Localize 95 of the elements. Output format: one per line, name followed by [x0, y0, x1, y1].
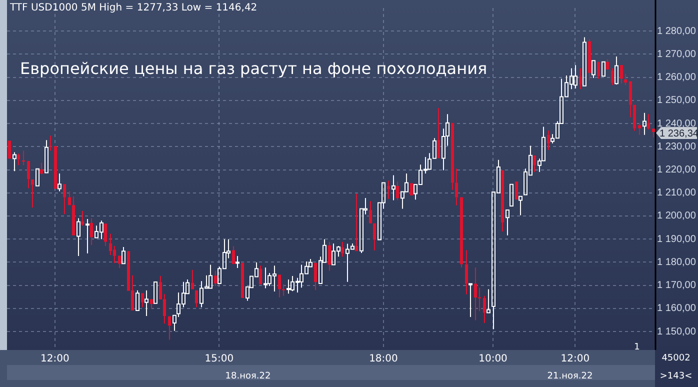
- candlestick: [49, 135, 52, 152]
- candlestick: [104, 224, 107, 247]
- text: >143<: [660, 371, 692, 382]
- candlestick: [76, 218, 80, 256]
- y-tick-label: 1 270,00: [657, 48, 696, 60]
- candlestick: [624, 73, 627, 86]
- candlestick: [63, 184, 66, 215]
- candlestick: [58, 172, 62, 192]
- text: Европейские цены на газ растут на фоне похолодания: [20, 59, 488, 78]
- y-tick-label: 1 230,00: [657, 141, 696, 152]
- y-tick-label: 1 200,00: [657, 210, 696, 222]
- candlestick: [478, 287, 481, 312]
- x-tick-label: 10:00: [478, 354, 508, 365]
- candlestick: [547, 130, 550, 150]
- candlestick: [341, 241, 344, 258]
- y-tick-label: 1 210,00: [657, 188, 696, 199]
- candlestick: [113, 246, 116, 264]
- candlestick: [214, 270, 217, 286]
- x-tick-label: 18:00: [369, 354, 398, 365]
- candlestick: [282, 284, 285, 296]
- candlestick: [647, 114, 650, 130]
- candlestick: [355, 193, 358, 252]
- y-tick-label: 1 220,00: [657, 164, 696, 176]
- x-tick-label: 12:00: [40, 354, 70, 365]
- candlestick: [118, 256, 121, 268]
- candlestick: [460, 197, 463, 268]
- candlestick: [506, 209, 510, 236]
- y-tick-label: 1 170,00: [657, 280, 696, 292]
- candlestick: [150, 299, 153, 310]
- y-tick-label: 1 180,00: [657, 256, 696, 268]
- candlestick: [68, 190, 71, 206]
- candlestick: [465, 250, 468, 295]
- y-tick-label: 1 160,00: [657, 303, 696, 314]
- candlestick: [533, 155, 536, 172]
- candlestick: [437, 108, 440, 158]
- candlestick: [40, 162, 43, 174]
- candlestick: [620, 65, 623, 84]
- candlestick: [109, 233, 112, 256]
- candlestick: [483, 295, 486, 324]
- y-tick-label: 1 190,00: [657, 234, 696, 245]
- candlestick: [81, 210, 84, 226]
- candlestick: [208, 264, 212, 289]
- candlestick: [232, 246, 235, 264]
- candlestick: [278, 274, 281, 298]
- candlestick: [486, 288, 490, 314]
- candlestick: [236, 255, 240, 268]
- candlestick: [264, 267, 268, 289]
- candlestick: [614, 56, 618, 85]
- y-tick-label: 1 250,00: [657, 95, 696, 106]
- candlestick: [392, 174, 396, 201]
- x-tick-label: 15:00: [204, 354, 234, 365]
- candlestick: [629, 81, 632, 118]
- candlestick: [168, 316, 171, 340]
- candlestick: [141, 293, 144, 308]
- candlestick: [638, 122, 641, 136]
- candlestick: [606, 58, 609, 70]
- annotation: 1: [634, 342, 640, 352]
- chart-title: TTF USD1000 5M High = 1277,33 Low = 1146,42: [9, 2, 258, 14]
- candlestick: [144, 290, 148, 317]
- candlestick: [195, 290, 198, 308]
- candlestick: [191, 269, 194, 290]
- candlestick: [44, 140, 48, 174]
- candlestick: [474, 267, 477, 321]
- candlestick: [314, 262, 317, 291]
- candlestick: [17, 153, 20, 166]
- candlestick: [387, 180, 390, 200]
- candlestick: [597, 62, 600, 80]
- text: 45002: [662, 353, 690, 364]
- y-tick-label: 1 280,00: [657, 26, 696, 37]
- candlestick: [396, 181, 399, 201]
- candlestick: [642, 112, 646, 136]
- candlestick: [31, 179, 34, 208]
- y-tick-label: 1 240,00: [657, 118, 696, 130]
- y-tick-label: 1 150,00: [657, 326, 696, 338]
- candlestick: [468, 283, 472, 318]
- candlestick: [633, 104, 636, 132]
- candlestick: [90, 218, 93, 246]
- text: 18.ноя.22: [225, 371, 271, 382]
- candlestick: [259, 265, 262, 284]
- text: 21.ноя.22: [547, 371, 593, 382]
- candlestick: [286, 279, 290, 294]
- candlestick: [574, 64, 578, 89]
- candlestick: [369, 200, 372, 224]
- candlestick: [455, 168, 458, 206]
- candlestick: [588, 38, 591, 81]
- y-tick-label: 1 260,00: [657, 72, 696, 84]
- x-tick-label: 12:00: [560, 354, 590, 365]
- candlestick: [86, 218, 90, 254]
- candlestick: [652, 128, 655, 138]
- candlestick: [579, 68, 582, 90]
- candlestick: [518, 196, 522, 216]
- candlestick: [328, 241, 331, 272]
- candlestick: [12, 152, 16, 172]
- candlestick: [72, 196, 75, 236]
- candlestick: [451, 122, 454, 190]
